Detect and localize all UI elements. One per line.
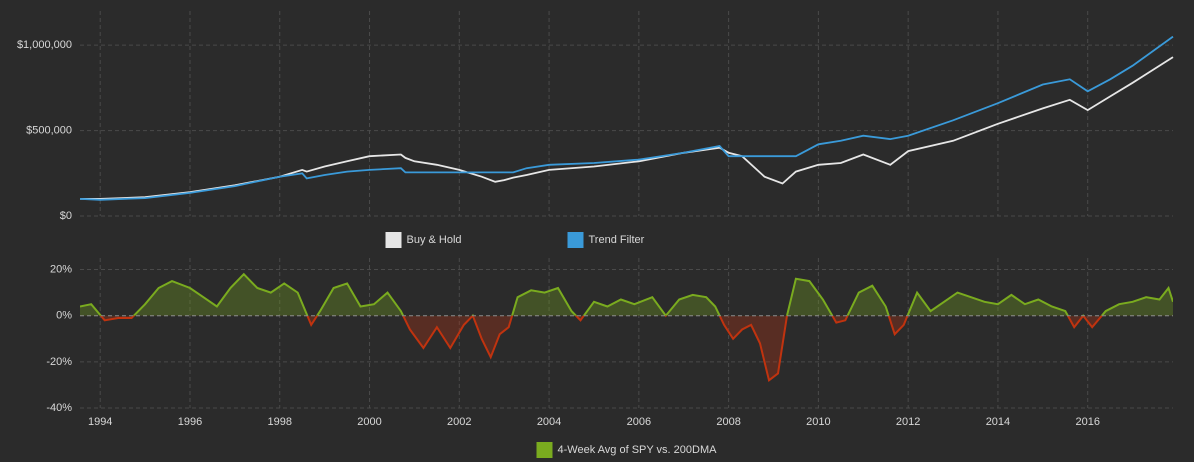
x-tick-label: 2002 bbox=[447, 416, 471, 428]
x-tick-label: 2008 bbox=[716, 416, 740, 428]
legend-label: 4-Week Avg of SPY vs. 200DMA bbox=[558, 444, 718, 456]
x-tick-label: 2014 bbox=[986, 416, 1010, 428]
x-tick-label: 1994 bbox=[88, 416, 112, 428]
legend-label: Trend Filter bbox=[589, 234, 645, 246]
line bbox=[79, 35, 1174, 201]
y-tick-label: $500,000 bbox=[26, 124, 72, 136]
y-tick-label: -20% bbox=[46, 356, 72, 368]
y-tick-label: 20% bbox=[50, 263, 72, 275]
area-line bbox=[80, 272, 1173, 316]
x-tick-label: 2016 bbox=[1075, 416, 1099, 428]
x-tick-label: 2010 bbox=[806, 416, 830, 428]
y-tick-label: 0% bbox=[56, 310, 72, 322]
x-tick-label: 1998 bbox=[268, 416, 292, 428]
y-tick-label: $0 bbox=[60, 210, 72, 222]
area-fill bbox=[80, 274, 1173, 316]
x-tick-label: 2012 bbox=[896, 416, 920, 428]
legend-swatch bbox=[567, 232, 584, 248]
line bbox=[80, 56, 1174, 200]
x-tick-label: 2000 bbox=[357, 416, 381, 428]
legend-swatch bbox=[536, 442, 553, 458]
legend-swatch bbox=[385, 232, 402, 248]
y-tick-label: -40% bbox=[46, 402, 72, 414]
x-tick-label: 1996 bbox=[178, 416, 202, 428]
x-tick-label: 2004 bbox=[537, 416, 561, 428]
y-tick-label: $1,000,000 bbox=[17, 39, 72, 51]
x-tick-label: 2006 bbox=[627, 416, 651, 428]
legend-label: Buy & Hold bbox=[407, 234, 462, 246]
